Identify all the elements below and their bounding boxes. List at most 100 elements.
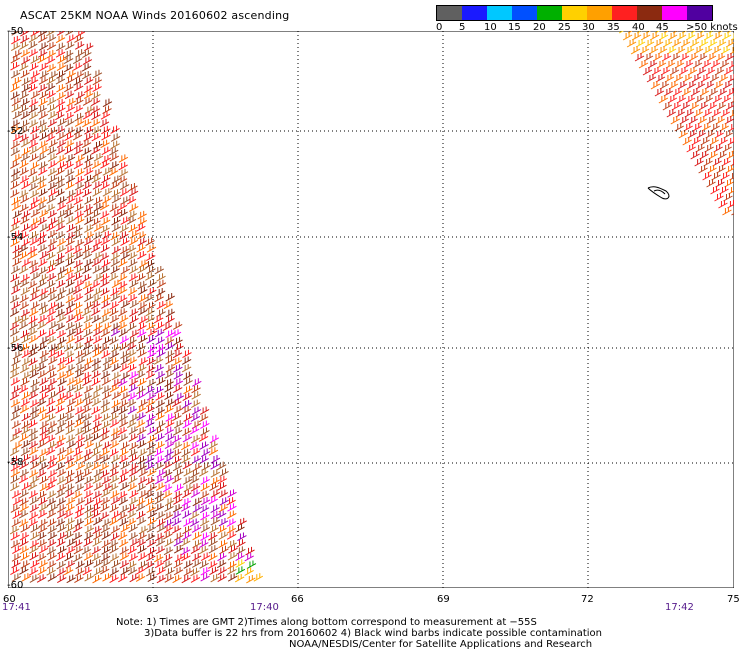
wind-barb (192, 504, 203, 513)
wind-barb (100, 566, 110, 575)
wind-barb (28, 469, 39, 478)
wind-barb (153, 314, 164, 324)
wind-barb (129, 441, 139, 451)
wind-barb (21, 357, 32, 367)
wind-barb (92, 188, 102, 197)
wind-barb (81, 70, 92, 80)
wind-barb (12, 545, 22, 554)
wind-barb (9, 447, 20, 456)
wind-barb (101, 385, 112, 394)
wind-barb (126, 419, 137, 429)
wind-barb (181, 497, 192, 507)
wind-barb (47, 230, 58, 239)
wind-barb (726, 31, 732, 34)
wind-barb (10, 42, 21, 51)
wind-barb (45, 31, 56, 37)
wind-barb (47, 518, 57, 527)
wind-barb (65, 154, 76, 163)
wind-barb (120, 266, 131, 275)
wind-barb (136, 412, 146, 421)
wind-barb (172, 349, 183, 359)
wind-barb (74, 279, 85, 288)
wind-barb (66, 34, 77, 43)
wind-barb (9, 321, 20, 331)
wind-barb (84, 504, 94, 514)
wind-barb (640, 32, 651, 41)
wind-barb (84, 286, 94, 296)
wind-barb (110, 293, 121, 302)
wind-barb (56, 104, 66, 114)
wind-barb (226, 497, 236, 506)
wind-barb (56, 280, 66, 289)
wind-barb (55, 167, 65, 176)
wind-barb (75, 49, 85, 58)
wind-barb (172, 448, 182, 458)
wind-barb (21, 258, 32, 268)
wind-barb (82, 245, 92, 254)
wind-barb (666, 46, 677, 55)
wind-barb (84, 196, 94, 205)
wind-barb (36, 153, 47, 162)
wind-barb (145, 398, 156, 407)
wind-barb (82, 188, 92, 198)
wind-barb (701, 123, 711, 132)
wind-barb (72, 532, 83, 541)
wind-barb (120, 461, 130, 470)
wind-barb (172, 398, 182, 408)
wind-barb (11, 202, 22, 211)
wind-barb (208, 496, 219, 505)
wind-barb (74, 118, 85, 127)
wind-barb (684, 109, 695, 118)
wind-barb (119, 552, 130, 561)
wind-barb (82, 377, 92, 386)
wind-barb (56, 329, 67, 339)
wind-barb (47, 531, 58, 541)
wind-barb (136, 391, 146, 400)
wind-barb (18, 189, 29, 199)
wind-barb (92, 343, 102, 353)
wind-barb (10, 475, 20, 484)
wind-barb (47, 111, 58, 120)
wind-barb (127, 210, 138, 220)
wind-barb (119, 188, 130, 197)
wind-barb (100, 279, 110, 288)
wind-barb (82, 342, 93, 351)
wind-barb (649, 32, 660, 41)
wind-barb (12, 350, 23, 360)
wind-barb (19, 133, 29, 143)
wind-barb (146, 553, 156, 562)
wind-barb (162, 322, 173, 331)
wind-barb (91, 426, 101, 435)
wind-barb (688, 53, 699, 62)
wind-barb (119, 335, 130, 345)
wind-barb (156, 524, 167, 533)
wind-barb (699, 31, 705, 34)
wind-barb (101, 125, 111, 135)
wind-barb (91, 398, 102, 407)
wind-barb (651, 67, 662, 76)
wind-barb (72, 62, 83, 71)
wind-barb (65, 181, 75, 190)
wind-barb (46, 195, 56, 204)
wind-barb (120, 371, 131, 381)
wind-barb (181, 503, 191, 512)
wind-barb (145, 476, 155, 486)
wind-barb (100, 244, 110, 253)
wind-barb (642, 67, 653, 76)
wind-barb (110, 427, 121, 437)
wind-barb (39, 307, 49, 316)
wind-barb (164, 440, 175, 449)
wind-barb (20, 287, 30, 296)
wind-barb (690, 88, 701, 97)
wind-barb (66, 287, 76, 296)
wind-barb (11, 490, 22, 499)
wind-barb (227, 560, 237, 570)
wind-barb (30, 475, 40, 485)
wind-barb (75, 567, 85, 577)
wind-barb (47, 552, 57, 561)
wind-barb (137, 237, 147, 247)
wind-barb (46, 34, 57, 43)
wind-barb (64, 49, 74, 59)
wind-barb (102, 230, 112, 240)
wind-barb (208, 545, 219, 554)
